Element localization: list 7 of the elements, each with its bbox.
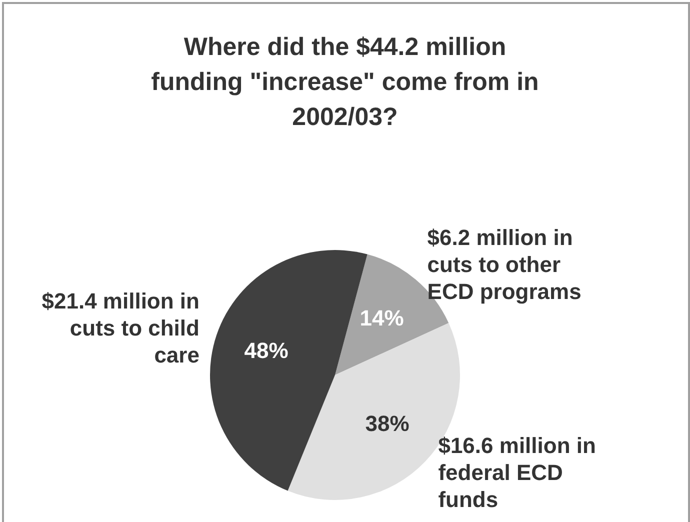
chart-title: Where did the $44.2 million funding "increase" come from in 2002/03?: [150, 32, 540, 133]
slice-label: $16.6 million in federal ECD funds: [438, 433, 596, 512]
data-label: 38%: [365, 411, 410, 436]
slice-label: $6.2 million in cuts to other ECD programs: [427, 224, 582, 304]
slice-label: $21.4 million in cuts to child care: [42, 288, 200, 368]
data-label: 48%: [244, 338, 288, 363]
data-label: 14%: [360, 306, 404, 331]
